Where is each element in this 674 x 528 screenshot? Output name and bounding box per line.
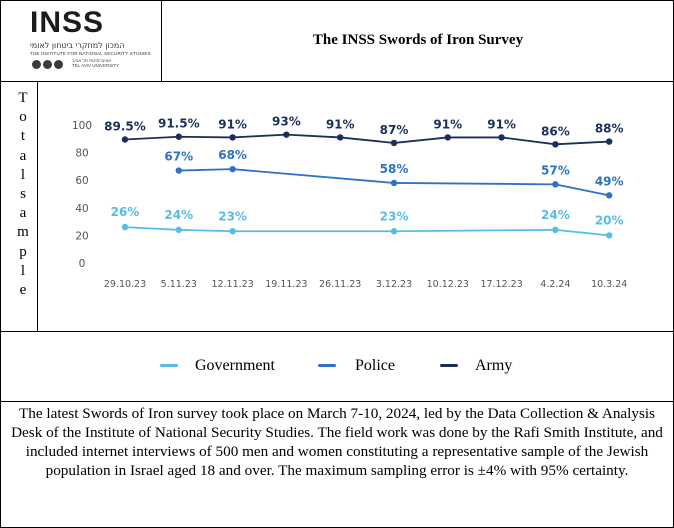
legend-label-police: Police (355, 357, 395, 374)
page-title: The INSS Swords of Iron Survey (312, 32, 524, 48)
data-point-police (229, 165, 236, 173)
data-label-army: 88% (595, 122, 624, 136)
y-tick-label: 0 (79, 258, 86, 270)
divider-logo (161, 0, 162, 81)
data-label-government: 26% (111, 205, 140, 219)
y-tick-label: 40 (75, 203, 88, 215)
data-point-government (606, 232, 613, 239)
divider-chart (0, 331, 674, 332)
data-point-government (229, 228, 236, 235)
side-label-char: a (19, 205, 27, 222)
data-point-army (552, 141, 559, 148)
data-label-police: 67% (164, 150, 193, 164)
logo-affiliation: אוניברסיטת תל אביב TEL AVIV UNIVERSITY (72, 58, 119, 68)
side-label-char: m (17, 224, 29, 241)
side-label-char: p (19, 243, 27, 260)
data-point-army (498, 134, 505, 141)
data-point-police (606, 192, 613, 199)
legend-label-army: Army (475, 357, 513, 374)
logo-dots (32, 56, 65, 74)
x-tick-label: 19.11.23 (265, 279, 307, 290)
divider-header (0, 81, 674, 82)
logo-affiliation-hebrew: אוניברסיטת תל אביב (72, 58, 112, 63)
data-label-army: 91% (433, 117, 462, 131)
logo-english-name: THE INSTITUTE FOR NATIONAL SECURITY STUD… (30, 51, 151, 56)
side-label-char: t (20, 128, 26, 145)
legend-label-government: Government (195, 357, 275, 374)
logo-affiliation-english: TEL AVIV UNIVERSITY (72, 63, 120, 68)
data-label-government: 23% (380, 209, 409, 223)
x-tick-label: 26.11.23 (319, 279, 361, 290)
data-point-army (444, 134, 451, 141)
data-label-army: 91% (218, 117, 247, 131)
x-tick-label: 29.10.23 (104, 279, 146, 290)
logo-hebrew-name: המכון למחקרי ביטחון לאומי (30, 41, 125, 50)
x-tick-label: 10.3.24 (591, 279, 627, 290)
x-tick-label: 17.12.23 (480, 279, 522, 290)
survey-methodology-note: The latest Swords of Iron survey took pl… (11, 405, 663, 479)
data-label-police: 68% (218, 148, 247, 162)
x-tick-label: 3.12.23 (376, 279, 412, 290)
side-label-char: a (19, 147, 27, 164)
x-tick-label: 4.2.24 (540, 279, 570, 290)
legend-swatch-government (160, 364, 178, 367)
side-label-char: e (19, 282, 27, 299)
data-label-police: 49% (595, 174, 624, 188)
x-tick-label: 12.11.23 (211, 279, 253, 290)
data-point-army (283, 131, 290, 138)
data-point-government (121, 223, 129, 231)
data-point-government (552, 226, 559, 234)
y-tick-label: 80 (75, 148, 88, 160)
side-label-char: l (20, 166, 26, 183)
data-label-police: 58% (380, 162, 409, 176)
side-label-char: s (20, 186, 26, 203)
data-point-army (175, 133, 182, 140)
x-tick-label: 10.12.23 (427, 279, 469, 290)
data-label-government: 20% (595, 213, 624, 227)
x-tick-label: 5.11.23 (161, 279, 197, 290)
data-point-police (552, 181, 559, 188)
y-tick-label: 20 (75, 230, 88, 242)
logo-dot-icon (43, 60, 52, 69)
data-point-army (390, 139, 398, 147)
logo-dot-icon (54, 60, 63, 69)
logo-dot-icon (32, 60, 41, 69)
series-line-government (124, 226, 610, 237)
data-label-government: 24% (541, 208, 570, 222)
data-point-army (121, 136, 129, 143)
side-label-char: l (20, 262, 26, 279)
data-point-army (606, 138, 613, 145)
data-point-police (175, 167, 182, 174)
data-label-army: 86% (541, 124, 570, 138)
data-point-army (229, 134, 236, 141)
divider-side-label (37, 81, 38, 331)
logo-wordmark: INSS (30, 6, 105, 39)
divider-legend (0, 401, 674, 402)
data-label-government: 24% (164, 208, 193, 222)
data-label-army: 91% (487, 117, 516, 131)
data-label-government: 23% (218, 209, 247, 223)
y-tick-label: 100 (72, 120, 92, 132)
data-label-army: 91% (326, 117, 355, 131)
data-point-government (175, 226, 182, 234)
data-label-army: 89.5% (104, 119, 146, 133)
data-label-army: 93% (272, 115, 301, 129)
legend-swatch-army (440, 364, 458, 367)
data-point-police (390, 179, 398, 187)
y-tick-label: 60 (75, 175, 88, 187)
data-label-army: 87% (380, 123, 409, 137)
data-label-police: 57% (541, 163, 570, 177)
data-point-army (337, 134, 344, 141)
inss-logo: INSS המכון למחקרי ביטחון לאומי THE INSTI… (10, 6, 155, 76)
legend-swatch-police (318, 364, 336, 367)
side-label-char: o (19, 109, 27, 126)
series-line-army (124, 133, 610, 146)
data-point-government (390, 228, 398, 235)
side-label-char: T (18, 90, 28, 106)
data-label-army: 91.5% (158, 117, 200, 131)
line-chart: 0 20 40 60 80 100 29.10.23 5.11.23 12.11.23 19.11… (72, 115, 627, 290)
